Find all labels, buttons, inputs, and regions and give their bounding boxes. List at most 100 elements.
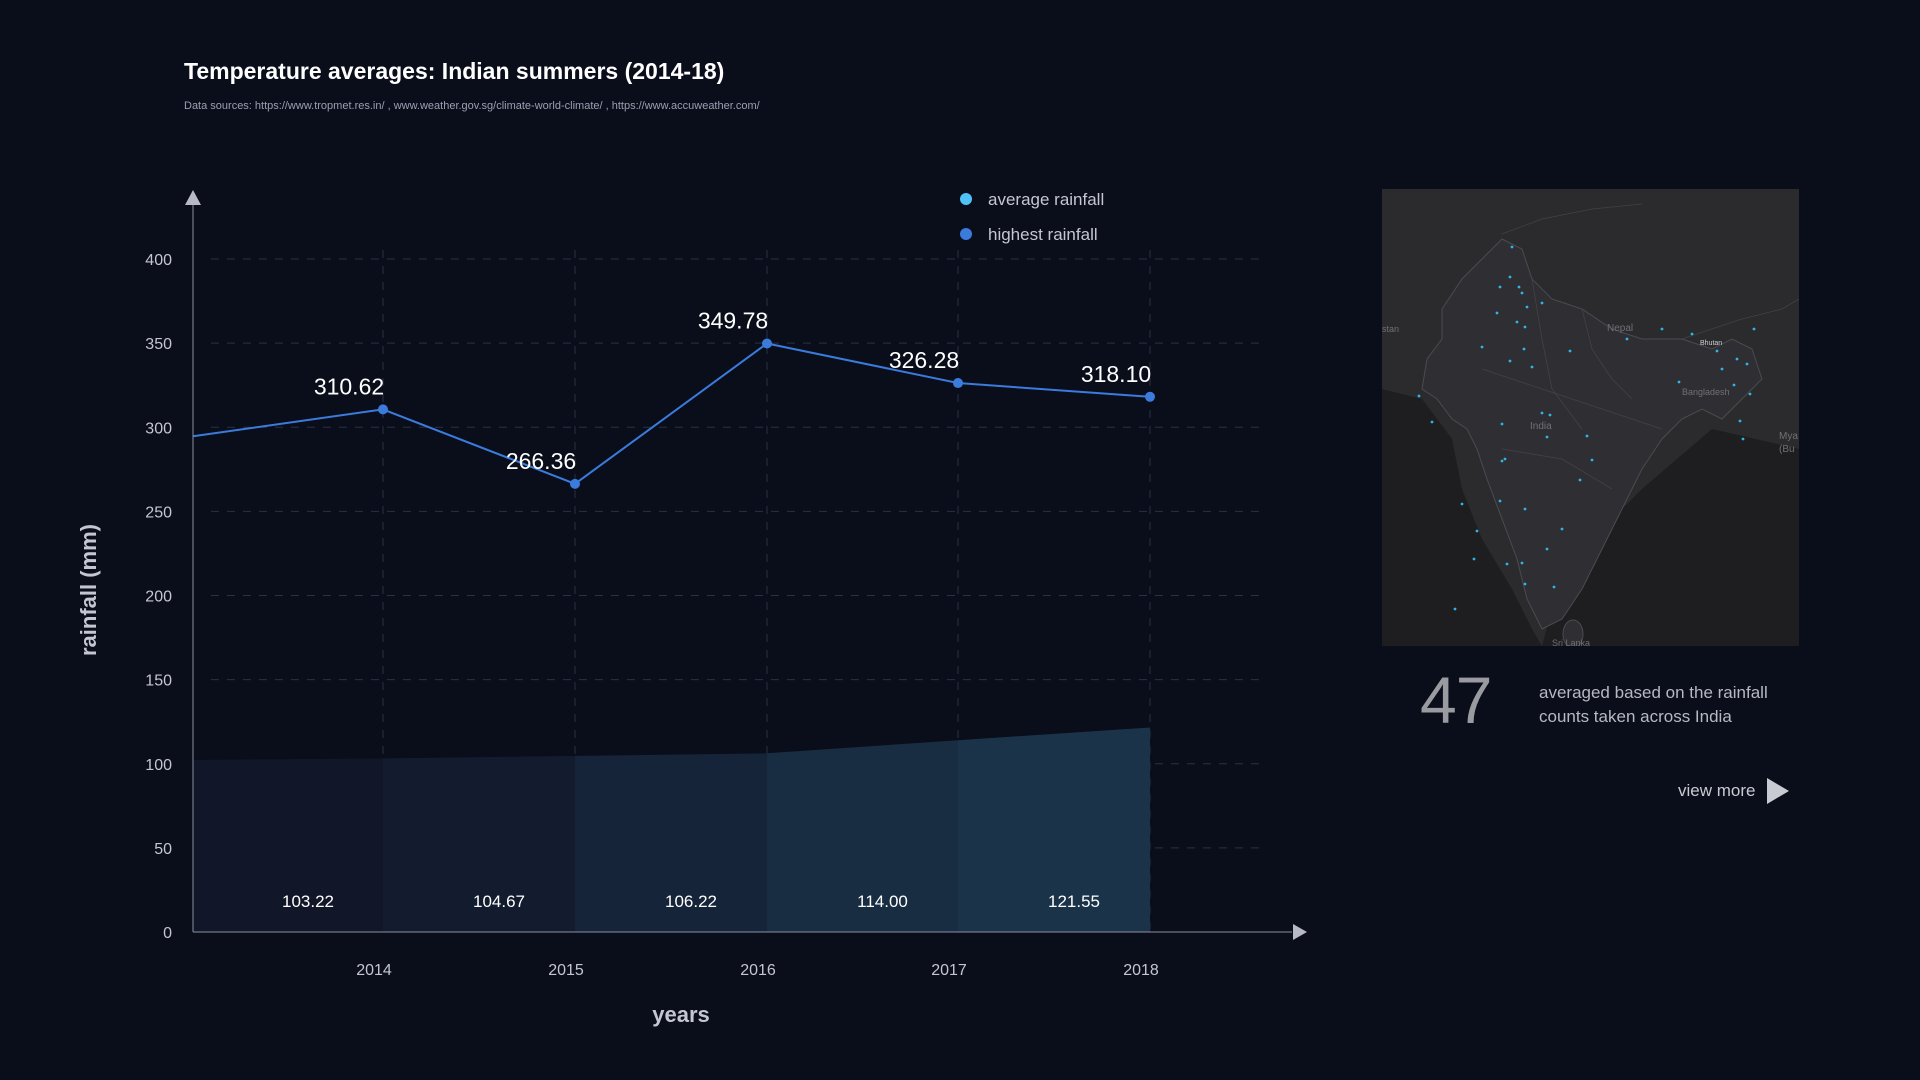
station-dot	[1530, 365, 1534, 369]
station-dot	[1498, 499, 1502, 503]
station-dot	[1460, 502, 1464, 506]
x-tick-label: 2016	[740, 962, 776, 979]
station-dot	[1540, 301, 1544, 305]
station-dot	[1523, 325, 1527, 329]
station-dot	[1520, 561, 1524, 565]
station-dot	[1475, 529, 1479, 533]
y-axis-arrow	[185, 190, 201, 205]
station-dot	[1522, 347, 1526, 351]
station-dot	[1503, 457, 1507, 461]
station-dot	[1500, 459, 1504, 463]
station-dot	[1585, 434, 1589, 438]
station-dot	[1417, 394, 1421, 398]
y-tick-label: 100	[145, 757, 172, 774]
highest-rainfall-point	[378, 404, 388, 415]
station-dot	[1510, 245, 1514, 249]
station-dot	[1517, 285, 1521, 289]
station-dot	[1508, 275, 1512, 279]
station-dot	[1500, 422, 1504, 426]
station-dot	[1540, 411, 1544, 415]
map-label-nepal: Nepal	[1607, 323, 1633, 334]
highest-rainfall-line	[192, 342, 1151, 485]
area-data-label: 104.67	[473, 892, 525, 911]
view-more-label: view more	[1678, 781, 1756, 800]
station-dot	[1545, 547, 1549, 551]
station-dot	[1745, 362, 1749, 366]
station-dot	[1735, 357, 1739, 361]
station-dot	[1738, 419, 1742, 423]
y-tick-label: 350	[145, 336, 172, 353]
station-dot	[1515, 320, 1519, 324]
station-dot	[1453, 607, 1457, 611]
chart-title: Temperature averages: Indian summers (20…	[184, 58, 725, 84]
area-data-label: 103.22	[282, 892, 334, 911]
legend-marker	[960, 193, 972, 205]
station-dot	[1720, 367, 1724, 371]
area-segment	[193, 758, 383, 932]
station-dot	[1568, 349, 1572, 353]
highest-rainfall-label: 266.36	[506, 448, 576, 474]
y-tick-label: 0	[163, 925, 172, 942]
x-tick-label: 2017	[931, 962, 967, 979]
y-tick-label: 400	[145, 252, 172, 269]
y-tick-label: 150	[145, 673, 172, 690]
x-axis-title: years	[652, 1002, 710, 1027]
highest-rainfall-label: 349.78	[698, 307, 768, 333]
india-map-graphic: Nepal Bhutan Bangladesh India Sri Lanka …	[1382, 189, 1799, 646]
area-segment	[383, 755, 575, 932]
station-dot	[1498, 285, 1502, 289]
station-dot	[1690, 332, 1694, 336]
station-dot	[1505, 562, 1509, 566]
area-data-label: 121.55	[1048, 892, 1100, 911]
y-axis-title: rainfall (mm)	[76, 524, 101, 656]
station-dot	[1715, 349, 1719, 353]
x-tick-label: 2018	[1123, 962, 1159, 979]
area-data-label: 106.22	[665, 892, 717, 911]
station-dot	[1525, 305, 1529, 309]
view-more-button[interactable]: view more	[1678, 778, 1790, 804]
station-dot	[1472, 557, 1476, 561]
highest-rainfall-point	[953, 378, 963, 389]
map-label-sri-lanka: Sri Lanka	[1552, 638, 1590, 646]
highest-rainfall-label: 326.28	[889, 347, 959, 373]
station-dot	[1523, 507, 1527, 511]
highest-rainfall-point	[762, 338, 772, 349]
legend-label: highest rainfall	[988, 225, 1098, 244]
station-dot	[1508, 359, 1512, 363]
rainfall-station-dots	[1417, 245, 1756, 611]
stat-caption: averaged based on the rainfall counts ta…	[1539, 683, 1768, 726]
station-dot	[1677, 380, 1681, 384]
station-dot	[1545, 435, 1549, 439]
station-dot	[1578, 478, 1582, 482]
stat-number: 47	[1420, 663, 1492, 737]
map-label-india: India	[1530, 421, 1552, 432]
station-dot	[1732, 383, 1736, 387]
x-tick-label: 2014	[356, 962, 392, 979]
legend-label: average rainfall	[988, 190, 1104, 209]
legend-marker	[960, 228, 972, 240]
station-dot	[1480, 345, 1484, 349]
station-dot	[1590, 458, 1594, 462]
station-dot	[1523, 582, 1527, 586]
highest-rainfall-label: 318.10	[1081, 361, 1151, 387]
y-tick-label: 200	[145, 589, 172, 606]
station-dot	[1752, 327, 1756, 331]
play-arrow-icon	[1767, 778, 1790, 804]
station-dot	[1748, 392, 1752, 396]
map-label-bangladesh: Bangladesh	[1682, 387, 1730, 397]
map-label-stan: stan	[1382, 324, 1399, 334]
y-tick-label: 300	[145, 420, 172, 437]
highest-rainfall-label: 310.62	[314, 373, 384, 399]
data-sources: Data sources: https://www.tropmet.res.in…	[184, 100, 760, 112]
area-segment	[767, 740, 958, 932]
x-tick-label: 2015	[548, 962, 584, 979]
station-dot	[1660, 327, 1664, 331]
map-label-mya: Mya	[1779, 431, 1798, 442]
station-dot	[1430, 420, 1434, 424]
station-dot	[1625, 337, 1629, 341]
station-dot	[1495, 311, 1499, 315]
map-label-bu: (Bu	[1779, 444, 1795, 455]
area-segment	[575, 753, 767, 932]
station-dot	[1548, 413, 1552, 417]
y-tick-label: 50	[154, 841, 172, 858]
